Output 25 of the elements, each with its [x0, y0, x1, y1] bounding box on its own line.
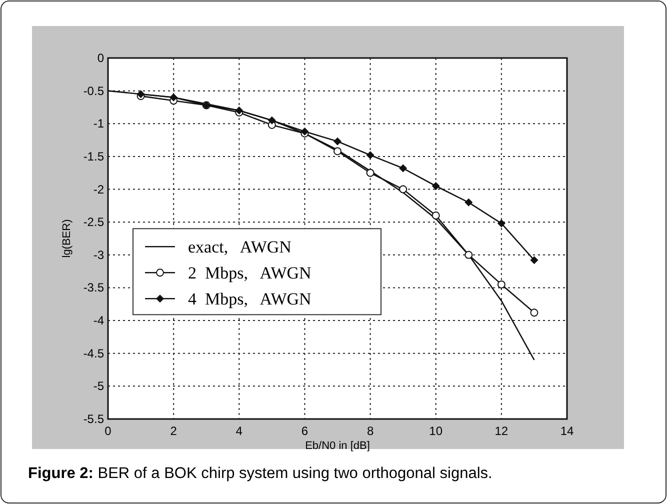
y-tick-label: -1.5 [83, 149, 104, 164]
x-tick-label: 12 [494, 424, 508, 438]
y-axis-title: lg(BER) [61, 219, 73, 258]
y-tick-label: -1 [93, 116, 104, 131]
x-tick-label: 6 [301, 424, 308, 438]
legend-label: 4 Mbps, AWGN [188, 290, 312, 309]
y-tick-label: -5.5 [83, 412, 104, 426]
x-tick-label: 14 [560, 424, 574, 438]
x-tick-label: 8 [366, 424, 374, 438]
legend-label: exact, AWGN [188, 238, 292, 257]
legend-label: 2 Mbps, AWGN [188, 264, 312, 283]
y-tick-label: -3.5 [83, 280, 104, 295]
x-tick-label: 10 [429, 424, 443, 438]
y-tick-label: 0 [97, 51, 104, 65]
y-tick-label: -4 [93, 314, 104, 328]
caption: Figure 2: BER of a BOK chirp system using two orthogonal signals. [28, 465, 492, 482]
y-tick-label: -4.5 [83, 346, 104, 360]
y-tick-label: -5 [93, 379, 104, 394]
y-tick-label: -0.5 [83, 84, 104, 98]
y-tick-label: -3 [93, 248, 104, 262]
y-tick-label: -2 [93, 182, 104, 196]
x-tick-label: 2 [170, 424, 178, 438]
x-axis-title: Eb/N0 in [dB] [305, 440, 370, 452]
y-tick-label: -2.5 [83, 215, 104, 230]
x-tick-label: 4 [236, 424, 243, 438]
